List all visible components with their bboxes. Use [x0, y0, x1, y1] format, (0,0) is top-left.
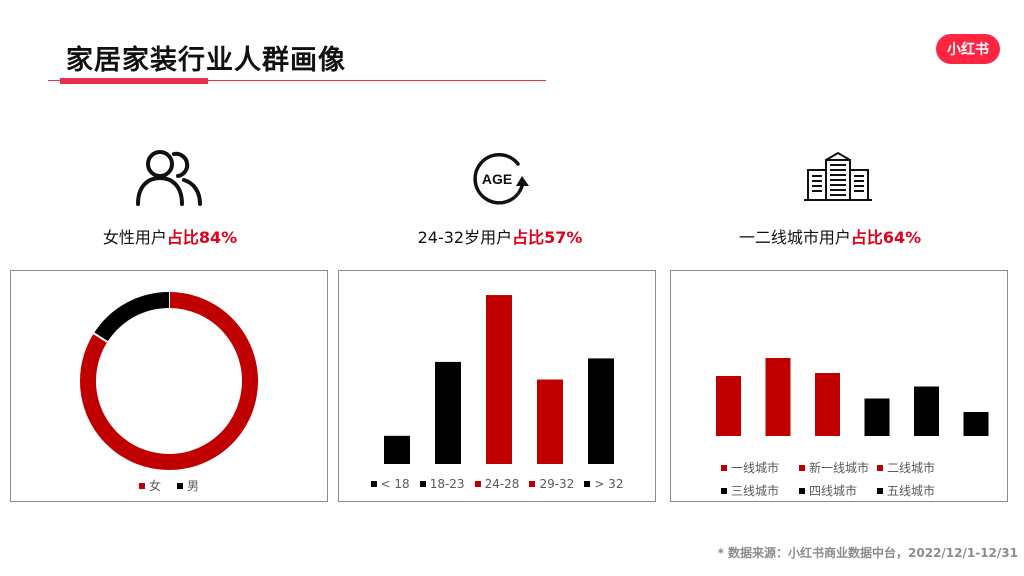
age-chart-panel: < 18 18-23 24-28 29-32 > 32	[338, 270, 656, 502]
age-bar-1	[435, 361, 461, 464]
gender-donut-chart	[80, 291, 258, 470]
buildings-icon	[804, 151, 872, 201]
legend-item: 新一线城市	[799, 459, 875, 476]
stat-age-highlight: 占比57%	[512, 228, 583, 247]
legend-label: 24-28	[484, 477, 520, 491]
age-legend: < 18 18-23 24-28 29-32 > 32	[339, 477, 655, 491]
title-accent-bar	[60, 78, 208, 84]
age-bar-4	[588, 358, 614, 464]
city-bar-5	[963, 412, 989, 436]
stat-city: 一二线城市用户占比64%	[725, 224, 935, 248]
stat-female: 女性用户占比84%	[100, 224, 240, 248]
city-bar-3	[864, 398, 890, 436]
legend-item: 三线城市	[721, 482, 797, 499]
legend-swatch	[721, 487, 727, 494]
legend-item: > 32	[584, 477, 623, 491]
legend-label: 五线城市	[887, 484, 936, 498]
city-chart-panel: 一线城市 新一线城市 二线城市三线城市 四线城市 五线城市	[670, 270, 1008, 502]
gender-legend: 女男	[11, 477, 327, 494]
legend-item: 二线城市	[877, 459, 953, 476]
stat-city-highlight: 占比64%	[850, 228, 922, 247]
legend-item: 男	[177, 477, 199, 494]
legend-item: 18-23	[419, 477, 465, 491]
city-bar-0	[716, 376, 741, 436]
brand-logo: 小红书	[936, 34, 1000, 64]
legend-item: 24-28	[474, 477, 520, 491]
legend-swatch	[529, 481, 536, 487]
legend-label: 四线城市	[809, 484, 858, 498]
legend-label: 新一线城市	[809, 461, 870, 475]
legend-label: 一线城市	[731, 461, 780, 475]
gender-chart-panel: 女男	[10, 270, 328, 502]
city-bar-1	[765, 358, 791, 436]
city-bar-4	[914, 386, 939, 436]
legend-swatch	[370, 481, 377, 487]
legend-label: 三线城市	[731, 484, 780, 498]
legend-swatch	[877, 464, 883, 471]
legend-swatch	[138, 482, 145, 489]
city-bar-chart	[716, 358, 989, 436]
legend-swatch	[721, 464, 727, 471]
stat-age: 24-32岁用户占比57%	[405, 224, 595, 248]
legend-item: < 18	[370, 477, 410, 491]
legend-label: 女	[148, 479, 161, 493]
legend-label: 29-32	[539, 477, 575, 491]
data-source-note: * 数据来源：小红书商业数据中台，2022/12/1-12/31	[717, 546, 1018, 560]
legend-swatch	[474, 481, 481, 487]
legend-item: 一线城市	[721, 459, 797, 476]
age-bar-chart	[384, 295, 614, 464]
legend-label: 18-23	[429, 477, 465, 491]
age-bar-2	[486, 295, 512, 464]
legend-label: < 18	[380, 477, 410, 491]
legend-label: > 32	[594, 477, 624, 491]
age-icon: AGE	[473, 153, 529, 205]
age-icon-text: AGE	[482, 171, 512, 187]
legend-swatch	[877, 487, 883, 494]
legend-swatch	[584, 481, 591, 487]
stat-age-label: 24-32岁用户	[417, 228, 513, 247]
stat-female-label: 女性用户	[102, 228, 167, 247]
age-bar-3	[537, 379, 563, 464]
legend-swatch	[799, 487, 805, 494]
donut-slice-0	[80, 292, 258, 470]
title-underline	[48, 80, 546, 81]
legend-swatch	[177, 482, 183, 489]
users-icon	[136, 150, 202, 206]
stat-female-highlight: 占比84%	[166, 228, 238, 247]
city-legend: 一线城市 新一线城市 二线城市三线城市 四线城市 五线城市	[721, 459, 961, 505]
legend-item: 四线城市	[799, 482, 875, 499]
legend-label: 二线城市	[887, 461, 936, 475]
city-bar-2	[815, 373, 840, 436]
legend-swatch	[419, 481, 426, 487]
age-bar-0	[384, 435, 410, 464]
donut-slice-1	[93, 292, 170, 343]
legend-label: 男	[187, 479, 200, 493]
legend-item: 女	[138, 477, 161, 494]
donut-separator-1	[92, 331, 109, 344]
legend-item: 29-32	[529, 477, 574, 491]
legend-item: 五线城市	[877, 482, 953, 499]
stat-city-label: 一二线城市用户	[738, 228, 851, 247]
legend-swatch	[799, 464, 805, 471]
page-title: 家居家装行业人群画像	[66, 45, 346, 76]
